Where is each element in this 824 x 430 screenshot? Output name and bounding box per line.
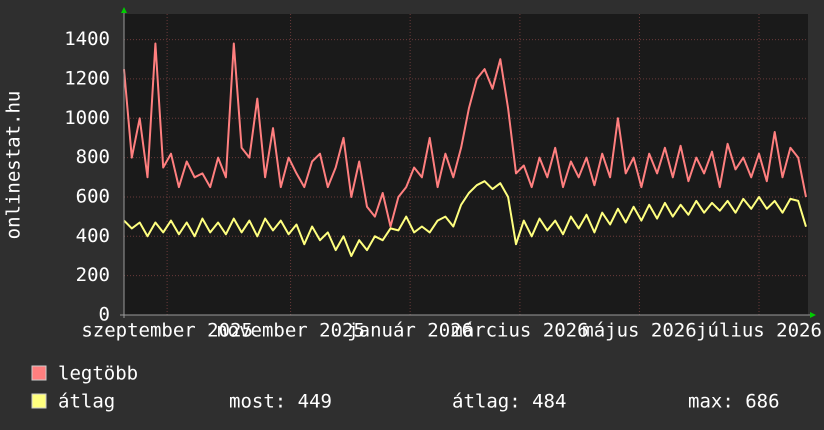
y-tick-label: 1200 <box>64 67 110 89</box>
axis-arrow <box>121 7 127 13</box>
y-tick-label: 0 <box>99 304 110 326</box>
legend-stat: max: 686 <box>688 391 780 413</box>
legend-stat: átlag: 484 <box>452 391 566 413</box>
axis-arrow <box>810 312 816 318</box>
x-tick-label: november 2025 <box>216 320 365 342</box>
legend-label: legtöbb <box>58 363 138 385</box>
legend-swatch <box>31 393 47 409</box>
y-axis-label: onlinestat.hu <box>3 91 25 240</box>
y-tick-label: 800 <box>76 146 110 168</box>
y-tick-label: 400 <box>76 225 110 247</box>
legend-swatch <box>31 365 47 381</box>
x-tick-label: szeptember 2025 <box>81 320 253 342</box>
x-tick-label: január 2026 <box>347 320 473 342</box>
data-line <box>123 42 807 228</box>
x-tick-label: május 2026 <box>582 320 696 342</box>
y-tick-label: 200 <box>76 264 110 286</box>
data-line <box>123 180 807 257</box>
y-tick-label: 1400 <box>64 28 110 50</box>
legend-label: átlag <box>58 391 115 413</box>
x-tick-label: március 2026 <box>451 320 588 342</box>
x-tick-label: július 2026 <box>696 320 822 342</box>
y-tick-label: 1000 <box>64 107 110 129</box>
y-tick-label: 600 <box>76 185 110 207</box>
legend-stat: most: 449 <box>229 391 332 413</box>
